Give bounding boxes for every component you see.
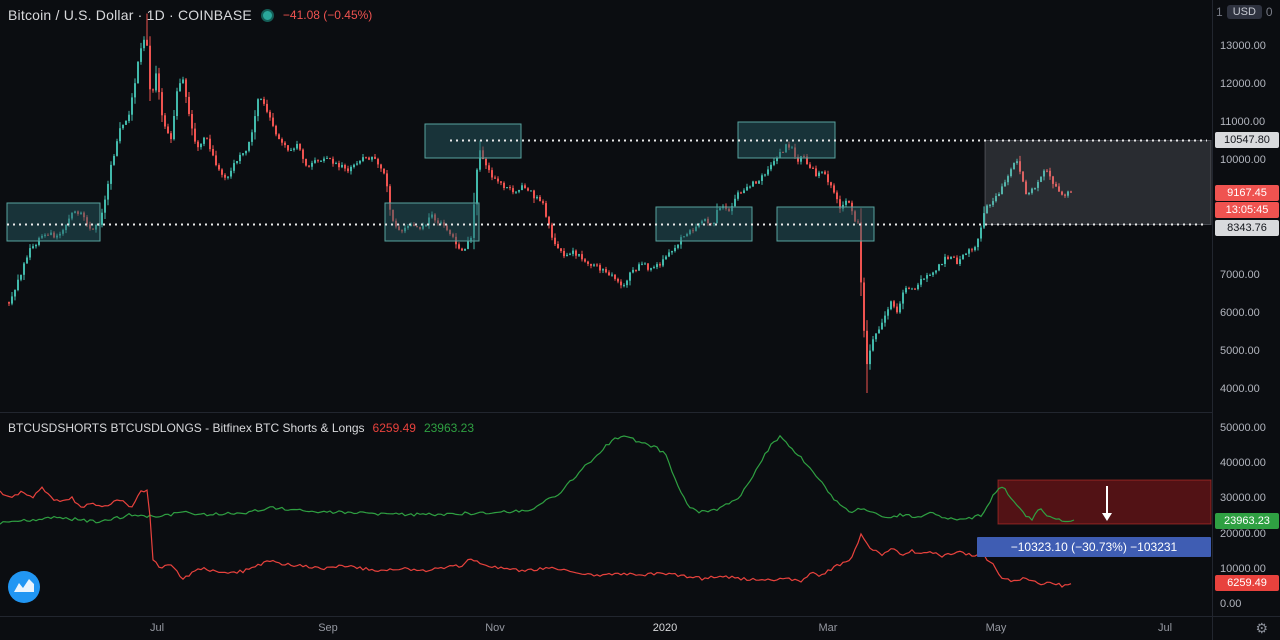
price-scale-toolbar: 1 USD 0 [1216,5,1273,19]
price-axis-tick: 13000.00 [1220,40,1266,52]
price-axis-tick: 6000.00 [1220,306,1260,319]
indicator-shorts-value: 6259.49 [372,421,416,435]
currency-badge[interactable]: USD [1226,5,1262,19]
drawing-rectangle[interactable] [6,202,101,242]
price-axis-tick: 5000.00 [1220,344,1260,357]
price-axis-tick: 12000.00 [1220,78,1266,91]
price-change-label: −41.08 (−0.45%) [282,8,373,22]
price-axis-tick: 20000.00 [1220,527,1266,540]
toolbar-right-value: 0 [1265,5,1273,19]
time-axis-label: Sep [318,622,338,634]
indicator-legend: BTCUSDSHORTS BTCUSDLONGS - Bitfinex BTC … [8,421,474,435]
bar-countdown-badge: 13:05:45 [1215,202,1279,219]
arrow-head-icon [1102,513,1112,521]
price-axis-tick: 10000.00 [1220,562,1266,575]
time-axis-label: Mar [818,622,838,634]
drawing-rectangle[interactable] [424,123,522,159]
drawing-gray-rectangle[interactable] [984,140,1212,225]
time-axis-label: Jul [149,622,165,634]
time-axis-label: Nov [485,622,505,634]
price-axis[interactable]: 1 USD 0 10547.80 9167.45 13:05:45 8343.7… [1212,0,1280,616]
toolbar-left-value: 1 [1216,5,1223,19]
time-axis[interactable]: Jul Sep Nov 2020 Mar May Jul [0,616,1212,640]
longs-value-badge: 23963.23 [1215,512,1279,529]
chart-canvas[interactable] [0,0,1212,616]
price-axis-tick: 30000.00 [1220,492,1266,505]
price-axis-tick: 7000.00 [1220,268,1260,281]
axis-corner: ⚙ [1212,616,1280,640]
time-axis-label: 2020 [652,622,678,634]
series-visibility-icon[interactable] [260,8,274,22]
drawing-rectangle[interactable] [384,202,480,242]
price-axis-tick: 10000.00 [1220,154,1266,167]
time-axis-label: Jul [1157,622,1173,634]
shorts-value-badge: 6259.49 [1215,574,1279,591]
main-chart-legend: Bitcoin / U.S. Dollar · 1D · COINBASE −4… [8,7,372,23]
settings-gear-icon[interactable]: ⚙ [1255,620,1268,636]
time-axis-label: May [985,622,1007,634]
price-axis-tick: 40000.00 [1220,457,1266,470]
price-axis-tick: 4000.00 [1220,383,1260,395]
indicator-title[interactable]: BTCUSDSHORTS BTCUSDLONGS - Bitfinex BTC … [8,421,365,435]
price-axis-tick: 0.00 [1220,598,1242,610]
indicator-longs-value: 23963.23 [423,421,474,435]
measure-tool-label[interactable]: −10323.10 (−30.73%) −103231 [977,537,1211,557]
tradingview-logo[interactable] [7,570,41,604]
symbol-title[interactable]: Bitcoin / U.S. Dollar · 1D · COINBASE [8,7,252,23]
resistance-price-label: 10547.80 [1215,132,1279,149]
last-price-badge: 9167.45 [1215,185,1279,202]
support-price-label: 8343.76 [1215,220,1279,237]
pane-divider[interactable] [0,412,1212,413]
price-axis-tick: 50000.00 [1220,422,1266,434]
price-axis-tick: 11000.00 [1220,116,1266,129]
